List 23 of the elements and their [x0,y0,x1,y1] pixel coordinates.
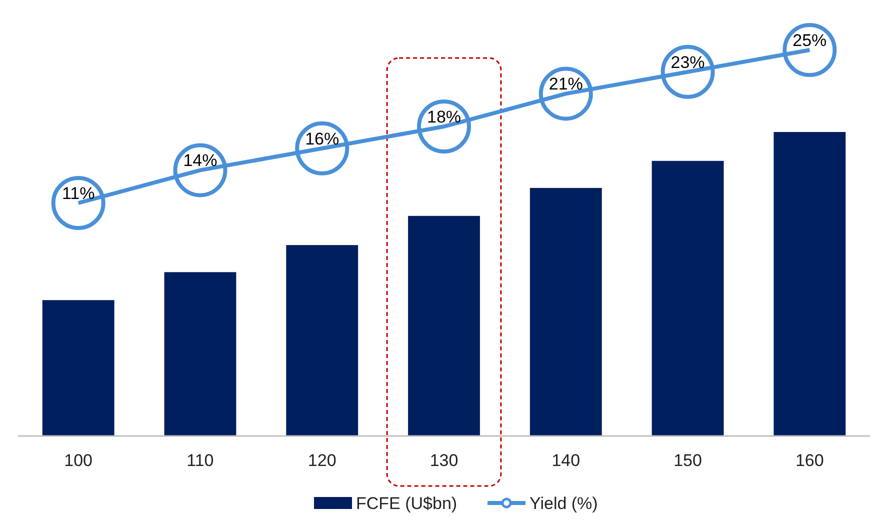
data-label: 16% [305,129,340,148]
data-label: 11% [62,184,95,203]
x-tick-label: 160 [795,451,824,470]
bar [42,300,114,436]
x-tick-label: 140 [552,451,580,470]
legend-label: FCFE (U$bn) [356,494,458,513]
x-tick-label: 120 [308,451,336,470]
bar [286,245,358,436]
data-label: 18% [426,108,462,126]
x-tick-label: 100 [64,451,93,470]
x-tick-label: 130 [430,451,458,470]
bar [164,272,236,436]
data-label: 14% [183,151,218,170]
data-label: 23% [670,52,705,72]
bar [408,216,480,436]
bar [652,160,724,436]
bar [774,132,846,436]
x-tick-label: 150 [674,451,702,470]
bar [530,188,602,436]
x-tick-label: 110 [186,451,214,470]
data-label: 25% [792,31,827,50]
legend-label: Yield (%) [530,494,598,513]
data-label: 21% [548,74,583,94]
